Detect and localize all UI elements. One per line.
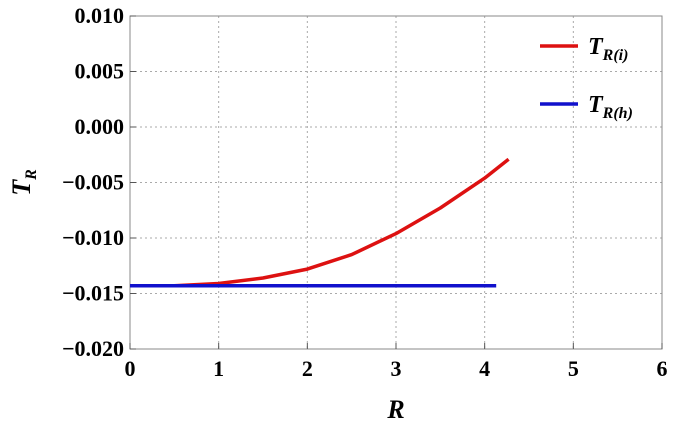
grid xyxy=(129,15,663,350)
y-tick-label: 0.000 xyxy=(75,114,125,139)
series-line-tri xyxy=(130,157,510,288)
x-tick-label: 6 xyxy=(657,356,668,381)
y-axis-label-main: T xyxy=(7,179,36,196)
x-tick-label: 4 xyxy=(479,356,490,381)
x-tick-label: 1 xyxy=(213,356,224,381)
legend-entry-trh: TR(h) xyxy=(540,92,633,122)
y-tick-label: 0.005 xyxy=(75,59,125,84)
x-tick-label: 2 xyxy=(302,356,313,381)
y-tick-label: −0.010 xyxy=(62,225,124,250)
legend-label-tri: TR(i) xyxy=(588,34,628,64)
y-axis-ticks: 0.010 0.005 0.000 −0.005 −0.010 −0.015 −0.020 xyxy=(62,3,136,361)
y-axis-label: TR xyxy=(7,169,40,196)
y-axis-label-sub: R xyxy=(23,169,40,181)
x-tick-label: 0 xyxy=(125,356,136,381)
series-lines xyxy=(130,157,510,288)
x-axis-label: R xyxy=(386,395,404,424)
y-tick-label: −0.005 xyxy=(62,170,124,195)
x-tick-label: 3 xyxy=(391,356,402,381)
y-tick-label: 0.010 xyxy=(75,3,125,28)
x-axis-ticks: 0 1 2 3 4 5 6 xyxy=(125,343,668,381)
y-tick-label: −0.015 xyxy=(62,281,124,306)
y-tick-label: −0.020 xyxy=(62,336,124,361)
x-tick-label: 5 xyxy=(568,356,579,381)
legend-label-trh: TR(h) xyxy=(588,92,633,122)
legend: TR(i) TR(h) xyxy=(540,34,633,122)
legend-entry-tri: TR(i) xyxy=(540,34,628,64)
